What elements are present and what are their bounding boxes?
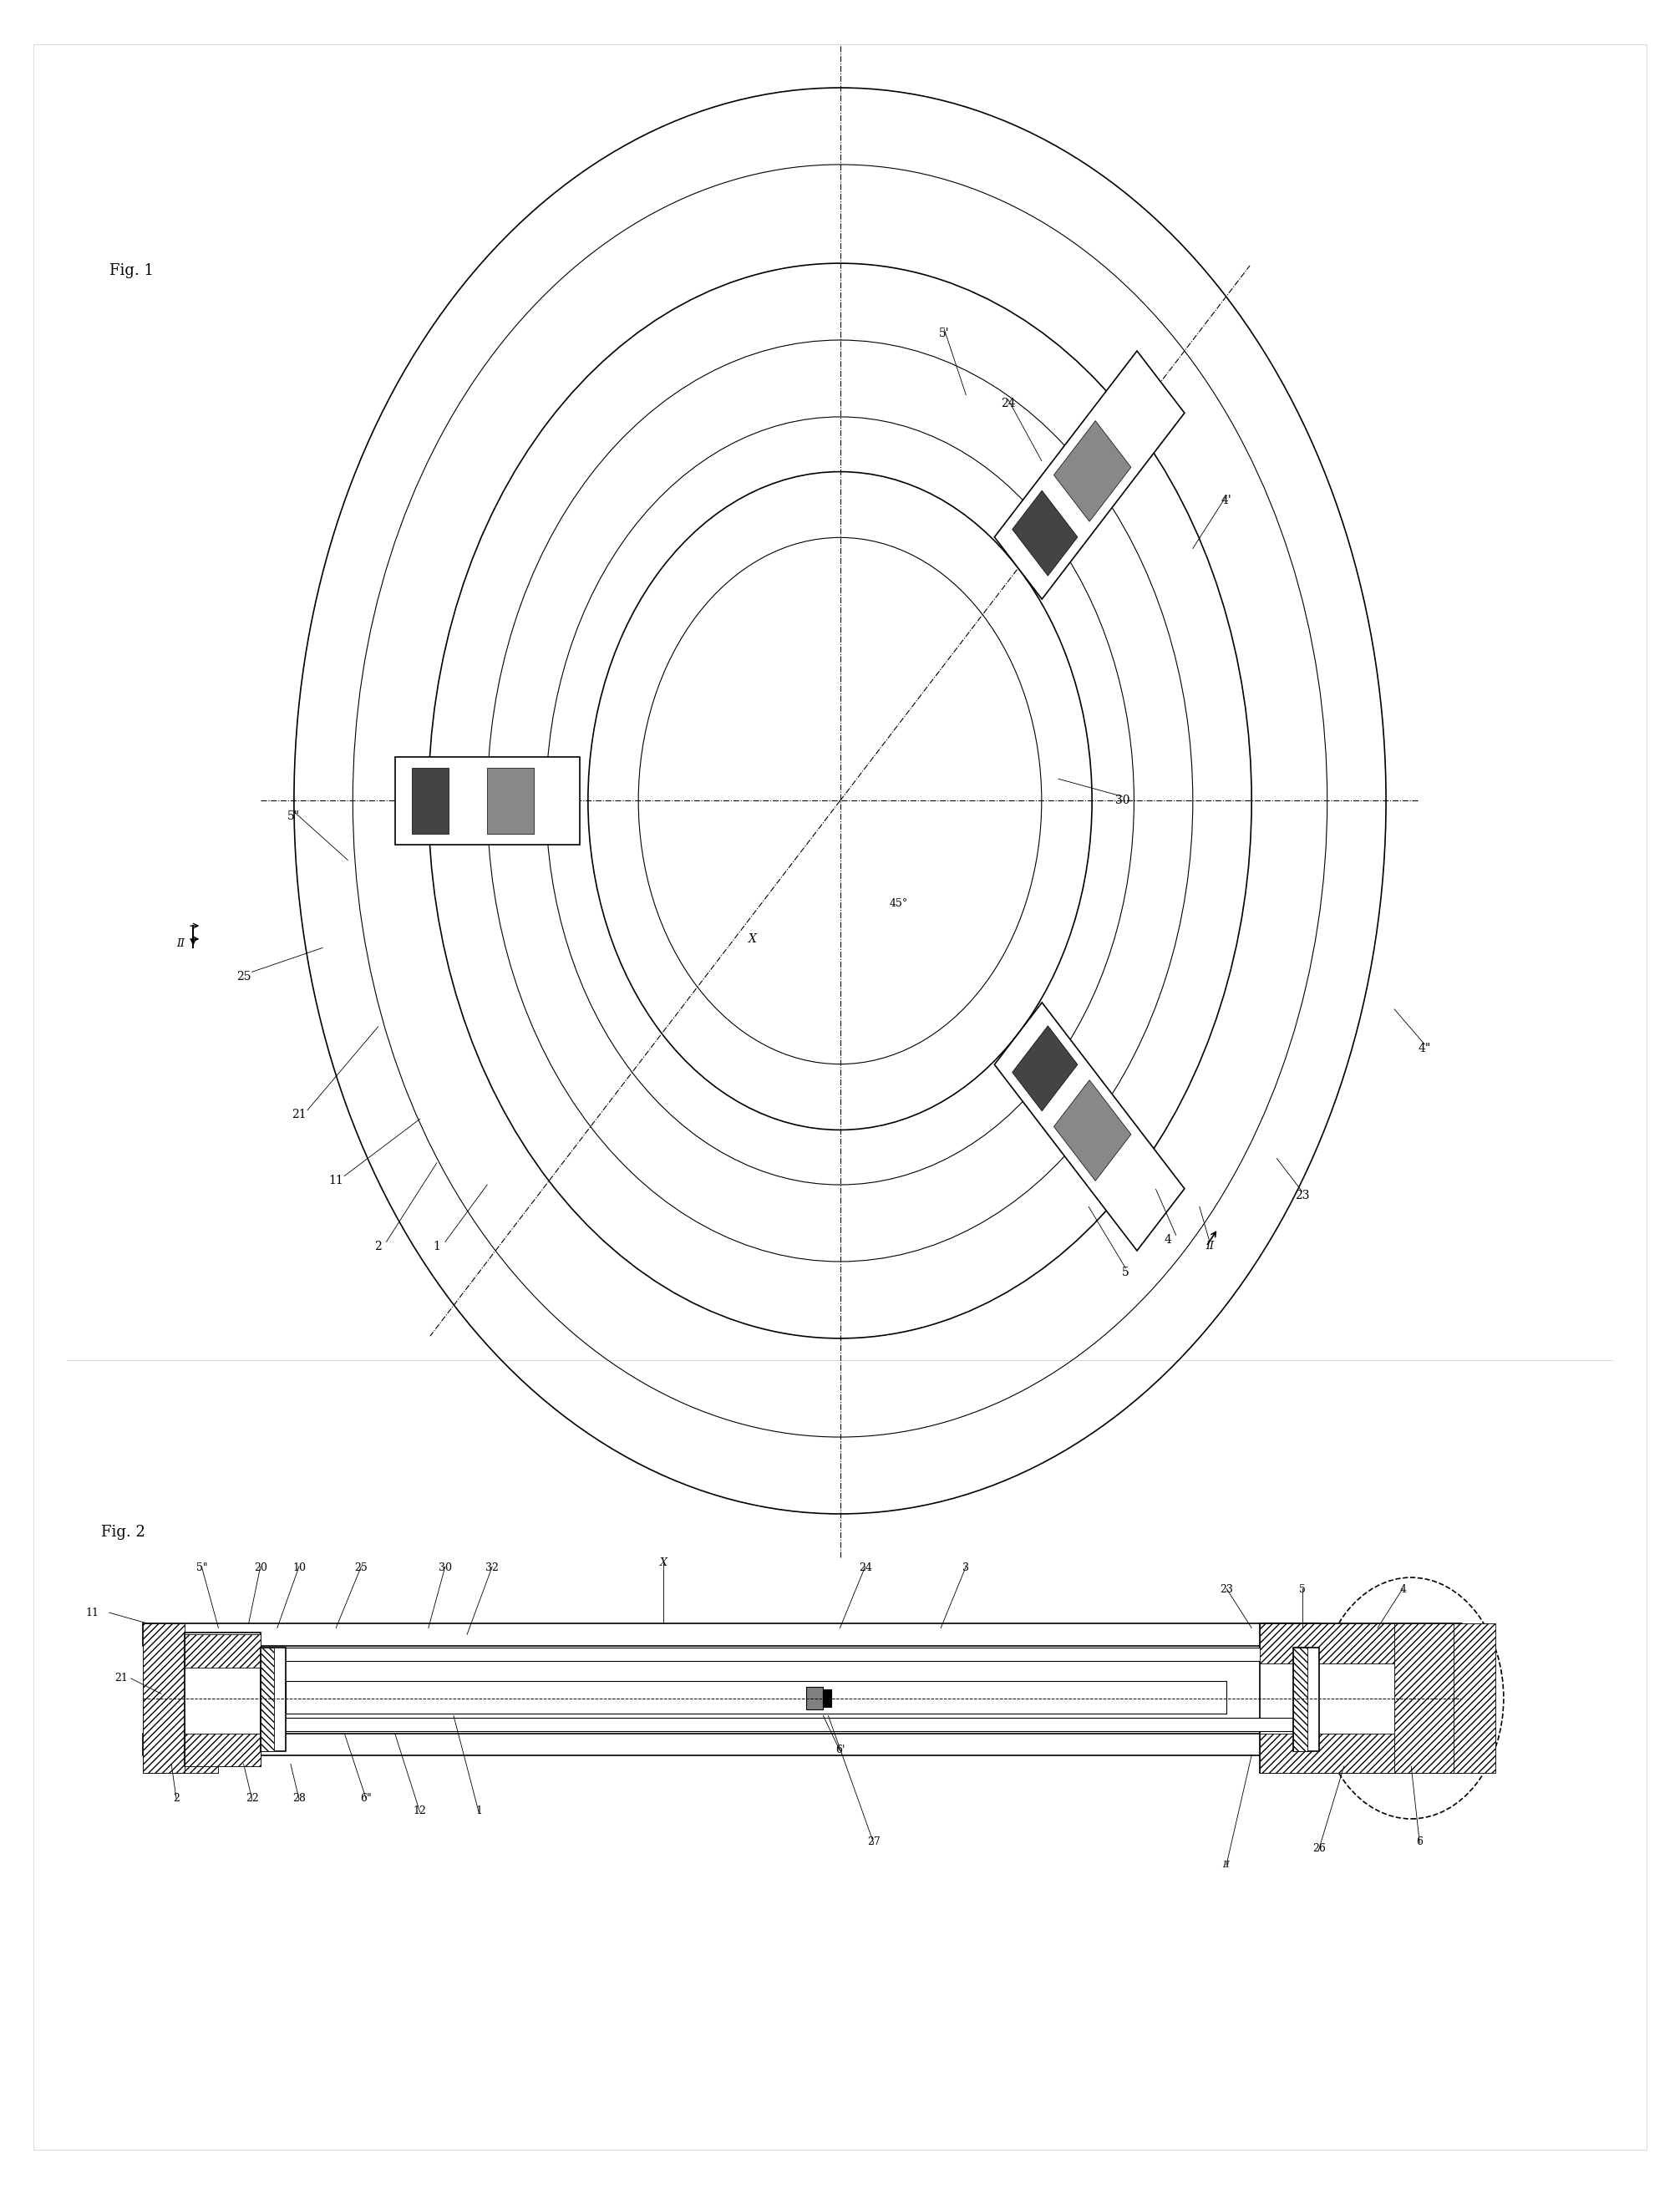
Bar [1260, 1624, 1462, 1773]
Bar [143, 1624, 185, 1773]
Text: 4': 4' [1221, 494, 1231, 507]
Text: 4: 4 [1399, 1584, 1406, 1595]
Text: 5": 5" [197, 1562, 207, 1573]
Text: 4": 4" [1418, 1042, 1431, 1055]
Bar [185, 1635, 260, 1667]
Text: 21: 21 [292, 1108, 306, 1121]
Text: 1: 1 [433, 1240, 440, 1253]
Bar [143, 1624, 218, 1773]
Text: 45°: 45° [889, 900, 909, 908]
Bar [160, 1648, 1302, 1661]
Text: 3: 3 [963, 1562, 969, 1573]
Text: 30: 30 [438, 1562, 452, 1573]
Text: II: II [1206, 1242, 1213, 1251]
Text: 11: 11 [329, 1174, 343, 1187]
Bar [1294, 1648, 1307, 1751]
Text: X: X [660, 1558, 667, 1569]
Bar [143, 1624, 1319, 1646]
Text: 11: 11 [86, 1608, 99, 1617]
Text: 23: 23 [1220, 1584, 1233, 1595]
Text: 2: 2 [173, 1792, 180, 1803]
Text: X: X [749, 932, 756, 946]
Bar [1053, 1079, 1131, 1180]
Text: 4: 4 [1164, 1233, 1171, 1246]
Bar [1394, 1624, 1462, 1773]
Bar [67, 1558, 1613, 1909]
Bar [1294, 1648, 1319, 1751]
Bar [286, 1681, 1226, 1714]
Text: 6": 6" [361, 1792, 371, 1803]
Text: 2: 2 [375, 1240, 381, 1253]
Bar [185, 1733, 260, 1766]
Bar [218, 1689, 277, 1711]
Bar [1260, 1733, 1462, 1773]
Text: 5': 5' [939, 327, 949, 340]
Bar [218, 1674, 277, 1722]
Text: 27: 27 [867, 1836, 880, 1847]
Text: 32: 32 [486, 1562, 499, 1573]
Text: 26: 26 [1312, 1843, 1326, 1854]
Bar [823, 1689, 832, 1707]
Bar [260, 1648, 274, 1751]
Text: 5": 5" [287, 810, 301, 823]
Bar [1053, 421, 1131, 522]
Bar [143, 1733, 1319, 1755]
Text: Fig. 1: Fig. 1 [109, 263, 153, 279]
Bar [487, 768, 534, 834]
Text: 25: 25 [354, 1562, 368, 1573]
Bar [1013, 1027, 1077, 1110]
Text: 5: 5 [1122, 1266, 1129, 1279]
Bar [806, 1687, 823, 1709]
Text: 24: 24 [858, 1562, 872, 1573]
Bar [160, 1718, 1302, 1731]
Bar [185, 1632, 260, 1766]
Text: 22: 22 [245, 1792, 259, 1803]
Text: 1: 1 [475, 1806, 482, 1817]
Bar [1013, 491, 1077, 575]
Bar [995, 1003, 1184, 1251]
Text: 20: 20 [254, 1562, 267, 1573]
Text: 12: 12 [413, 1806, 427, 1817]
Bar [995, 351, 1184, 599]
Text: 24: 24 [1001, 397, 1015, 410]
Bar [1260, 1624, 1462, 1663]
Text: 10: 10 [292, 1562, 306, 1573]
Text: Fig. 2: Fig. 2 [101, 1525, 144, 1540]
Text: II: II [176, 939, 185, 948]
Text: 6: 6 [1416, 1836, 1423, 1847]
Text: II: II [1223, 1861, 1230, 1869]
Bar [260, 1648, 286, 1751]
Bar [395, 757, 580, 845]
Text: 5: 5 [1299, 1584, 1305, 1595]
Text: 6': 6' [835, 1744, 845, 1755]
Text: 25: 25 [237, 970, 250, 983]
Text: 28: 28 [292, 1792, 306, 1803]
Text: 21: 21 [114, 1674, 128, 1683]
Text: 30: 30 [1116, 794, 1129, 807]
Bar [412, 768, 449, 834]
Text: 23: 23 [1295, 1189, 1309, 1202]
Bar [1453, 1624, 1495, 1773]
